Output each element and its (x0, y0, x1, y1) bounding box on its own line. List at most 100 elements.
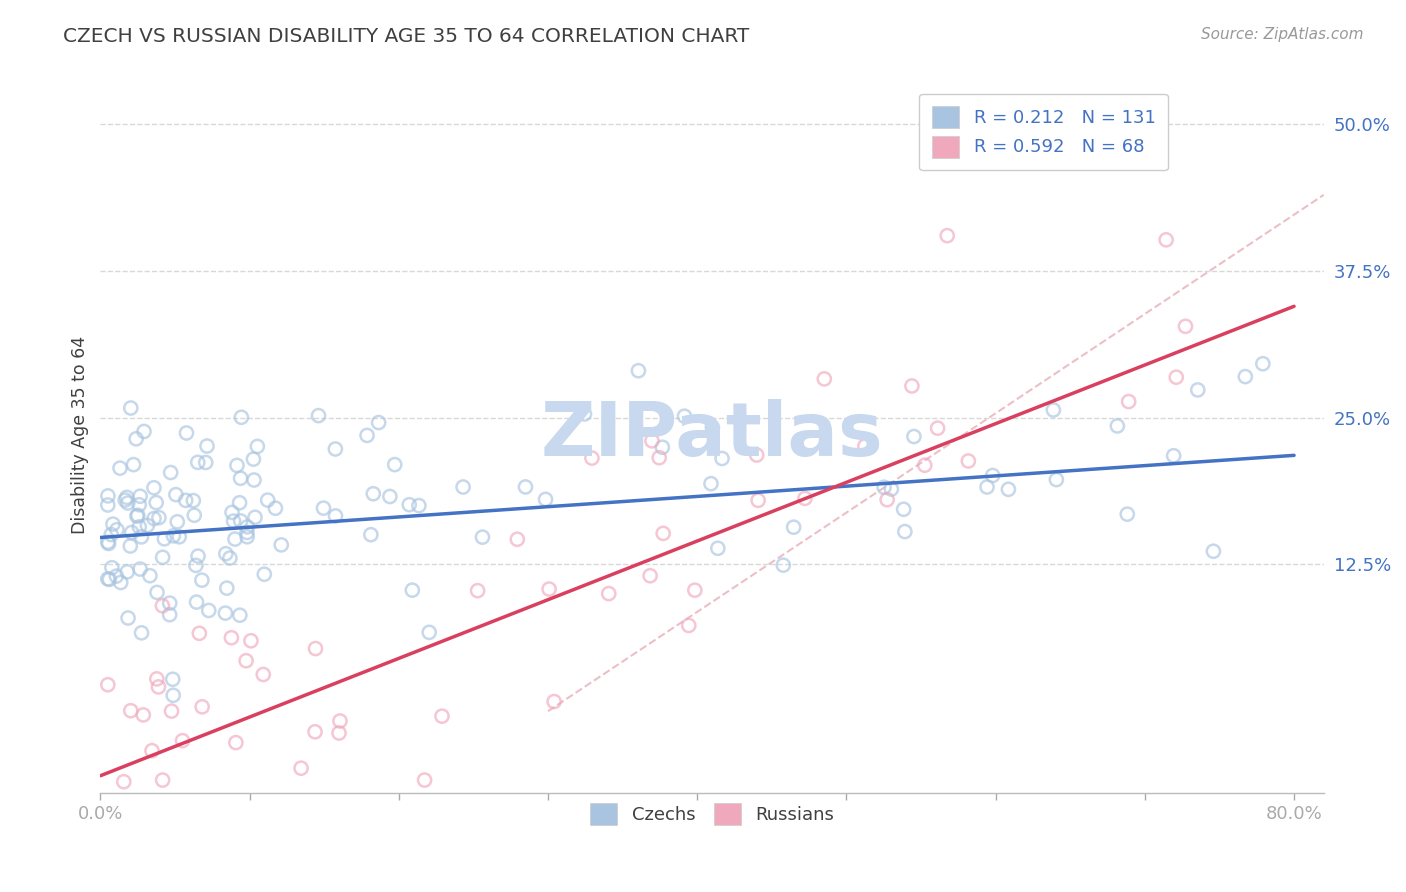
Point (120, 401, 142, 415)
Point (97, 858, 120, 872)
Point (927, 421, 949, 435)
Point (197, 603, 219, 617)
Point (101, 823, 124, 838)
Point (224, 532, 246, 546)
Point (112, 774, 135, 789)
Point (225, 736, 247, 750)
Point (782, 520, 804, 534)
Point (105, 569, 128, 583)
Point (97, 536, 120, 550)
Point (235, 654, 257, 668)
Point (401, 583, 423, 598)
Point (159, 808, 181, 822)
Point (97, 489, 120, 503)
Point (149, 835, 172, 849)
Point (136, 518, 159, 533)
Point (117, 611, 139, 625)
Point (360, 527, 382, 541)
Point (159, 607, 181, 622)
Point (253, 567, 276, 582)
Point (384, 458, 406, 472)
Point (418, 625, 440, 640)
Point (204, 815, 226, 830)
Point (673, 409, 696, 424)
Point (148, 680, 170, 694)
Point (903, 429, 925, 443)
Point (172, 733, 194, 747)
Point (243, 510, 266, 524)
Point (131, 625, 153, 640)
Point (534, 492, 557, 507)
Point (325, 508, 347, 523)
Text: ZIPatlas: ZIPatlas (541, 399, 883, 472)
Point (451, 480, 474, 494)
Point (702, 420, 724, 434)
Point (873, 480, 896, 494)
Point (229, 471, 252, 485)
Point (574, 407, 596, 421)
Point (125, 432, 148, 446)
Point (159, 596, 181, 610)
Point (707, 541, 730, 556)
Point (981, 468, 1004, 483)
Point (901, 379, 924, 393)
Point (191, 573, 214, 587)
Point (129, 826, 152, 840)
Point (367, 416, 389, 430)
Point (143, 844, 166, 858)
Point (100, 527, 122, 541)
Point (121, 525, 143, 540)
Point (187, 549, 209, 563)
Point (880, 482, 903, 496)
Text: CZECH VS RUSSIAN DISABILITY AGE 35 TO 64 CORRELATION CHART: CZECH VS RUSSIAN DISABILITY AGE 35 TO 64… (63, 27, 749, 45)
Point (97, 535, 120, 549)
Point (129, 489, 152, 503)
Point (115, 565, 138, 579)
Point (651, 440, 673, 454)
Point (648, 450, 671, 465)
Point (745, 448, 768, 462)
Point (97, 572, 120, 586)
Point (747, 493, 769, 508)
Point (700, 476, 723, 491)
Point (97, 813, 120, 827)
Point (467, 583, 489, 598)
Point (329, 714, 352, 728)
Point (893, 502, 915, 516)
Point (181, 493, 204, 508)
Point (176, 425, 198, 440)
Point (239, 633, 262, 648)
Point (186, 595, 208, 609)
Point (683, 583, 706, 598)
Point (165, 488, 187, 502)
Point (114, 493, 136, 508)
Point (105, 523, 128, 537)
Point (214, 606, 236, 620)
Point (188, 626, 211, 640)
Point (146, 585, 169, 599)
Point (876, 492, 898, 507)
Point (221, 631, 243, 645)
Point (156, 838, 179, 853)
Point (184, 558, 207, 573)
Point (1118, 394, 1140, 409)
Point (246, 439, 269, 453)
Point (357, 795, 380, 809)
Point (853, 439, 876, 453)
Point (111, 796, 134, 810)
Text: Source: ZipAtlas.com: Source: ZipAtlas.com (1201, 27, 1364, 42)
Point (194, 455, 217, 469)
Point (243, 473, 266, 487)
Point (115, 491, 138, 505)
Point (264, 501, 287, 516)
Point (117, 496, 139, 510)
Point (413, 772, 436, 787)
Point (228, 496, 250, 510)
Point (1045, 473, 1067, 487)
Point (131, 530, 153, 544)
Point (813, 372, 835, 386)
Point (1116, 507, 1139, 521)
Point (120, 539, 142, 553)
Point (215, 581, 238, 595)
Point (187, 455, 209, 469)
